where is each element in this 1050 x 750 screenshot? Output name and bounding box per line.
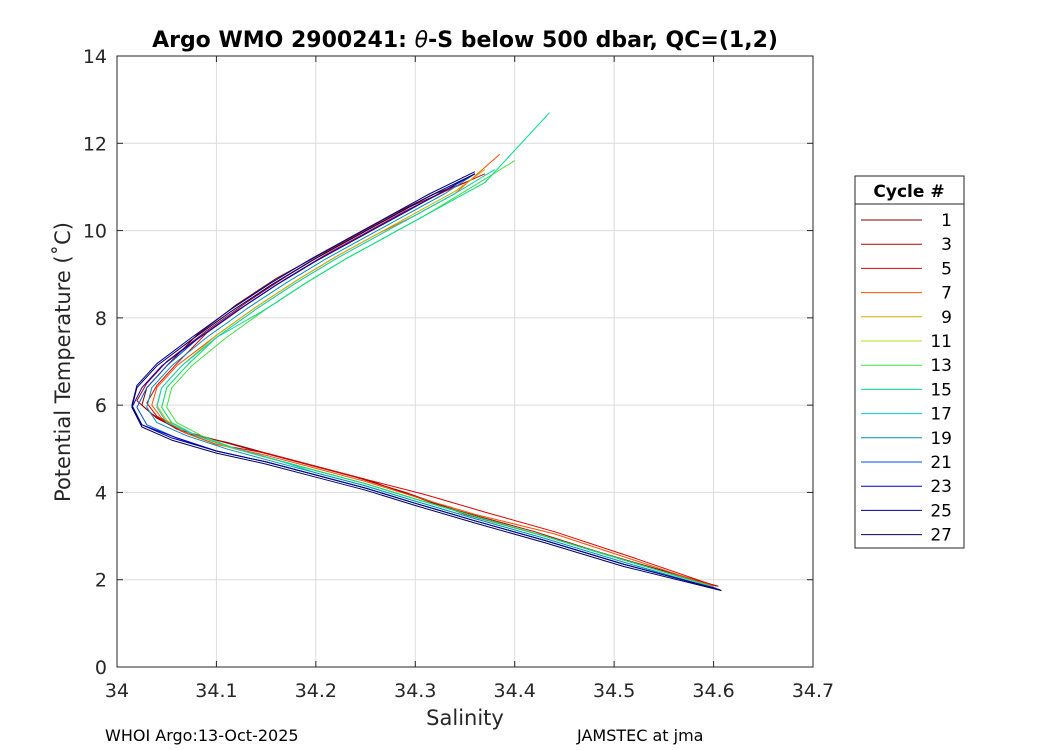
y-tick-label: 2 xyxy=(95,570,107,592)
legend-label-cycle-11: 11 xyxy=(930,332,952,352)
series-line-cycle-19 xyxy=(146,173,715,589)
series-line-cycle-7 xyxy=(151,153,714,587)
series-line-cycle-11 xyxy=(161,169,712,587)
footer-left: WHOI Argo:13-Oct-2025 xyxy=(105,726,299,745)
legend-label-cycle-25: 25 xyxy=(930,501,952,521)
y-axis-label: Potential Temperature (˚C) xyxy=(51,222,75,502)
y-tick-label: 12 xyxy=(83,133,107,155)
x-axis-label: Salinity xyxy=(426,706,504,730)
series-line-cycle-13 xyxy=(166,160,712,587)
x-tick-label: 34.7 xyxy=(792,680,834,702)
grid-lines xyxy=(116,55,814,668)
series-line-cycle-3 xyxy=(136,177,714,587)
y-tick-label: 10 xyxy=(83,221,107,243)
legend-label-cycle-3: 3 xyxy=(941,235,952,255)
chart-title: Argo WMO 2900241: θ-S below 500 dbar, QC… xyxy=(152,28,778,53)
series-line-cycle-15 xyxy=(161,112,712,587)
x-axis-ticks: 34 34.1 34.2 34.3 34.4 34.5 34.6 34.7 xyxy=(105,56,834,702)
x-tick-label: 34.1 xyxy=(195,680,237,702)
legend-label-cycle-27: 27 xyxy=(930,526,952,546)
footer-right: JAMSTEC at jma xyxy=(576,726,703,745)
y-tick-label: 14 xyxy=(83,46,107,68)
chart-title-prefix: Argo WMO 2900241: xyxy=(152,28,415,53)
legend-label-cycle-13: 13 xyxy=(930,356,952,376)
legend-label-cycle-5: 5 xyxy=(941,259,952,279)
legend-label-cycle-7: 7 xyxy=(941,284,952,304)
legend-label-cycle-17: 17 xyxy=(930,405,952,425)
plot-area-frame xyxy=(116,55,814,668)
legend-title: Cycle # xyxy=(873,182,944,202)
x-tick-label: 34.4 xyxy=(494,680,536,702)
x-tick-label: 34.2 xyxy=(295,680,337,702)
y-tick-label: 4 xyxy=(95,482,107,504)
x-tick-label: 34.3 xyxy=(394,680,436,702)
series-line-cycle-25 xyxy=(131,171,721,591)
x-tick-label: 34.5 xyxy=(593,680,635,702)
x-tick-label: 34.6 xyxy=(692,680,734,702)
y-tick-label: 8 xyxy=(95,308,107,330)
chart-title-suffix: -S below 500 dbar, QC=(1,2) xyxy=(428,28,778,53)
series-line-cycle-17 xyxy=(156,169,714,589)
y-tick-label: 6 xyxy=(95,395,107,417)
legend-label-cycle-21: 21 xyxy=(930,453,952,473)
x-tick-label: 34 xyxy=(105,680,129,702)
series-line-cycle-27 xyxy=(131,173,722,592)
chart-title-theta: θ xyxy=(415,28,429,53)
series-line-cycle-9 xyxy=(156,169,712,587)
y-axis-ticks: 0 2 4 6 8 10 12 14 xyxy=(83,46,813,679)
series-line-cycle-23 xyxy=(131,173,719,590)
legend-label-cycle-19: 19 xyxy=(930,429,952,449)
legend-label-cycle-1: 1 xyxy=(941,211,952,231)
series-line-cycle-21 xyxy=(136,173,717,589)
y-tick-label: 0 xyxy=(95,657,107,679)
legend-label-cycle-23: 23 xyxy=(930,477,952,497)
series-line-cycle-5 xyxy=(146,173,717,587)
series-line-cycle-1 xyxy=(141,182,719,587)
legend-label-cycle-9: 9 xyxy=(941,308,952,328)
legend-label-cycle-15: 15 xyxy=(930,380,952,400)
data-series xyxy=(131,112,722,592)
